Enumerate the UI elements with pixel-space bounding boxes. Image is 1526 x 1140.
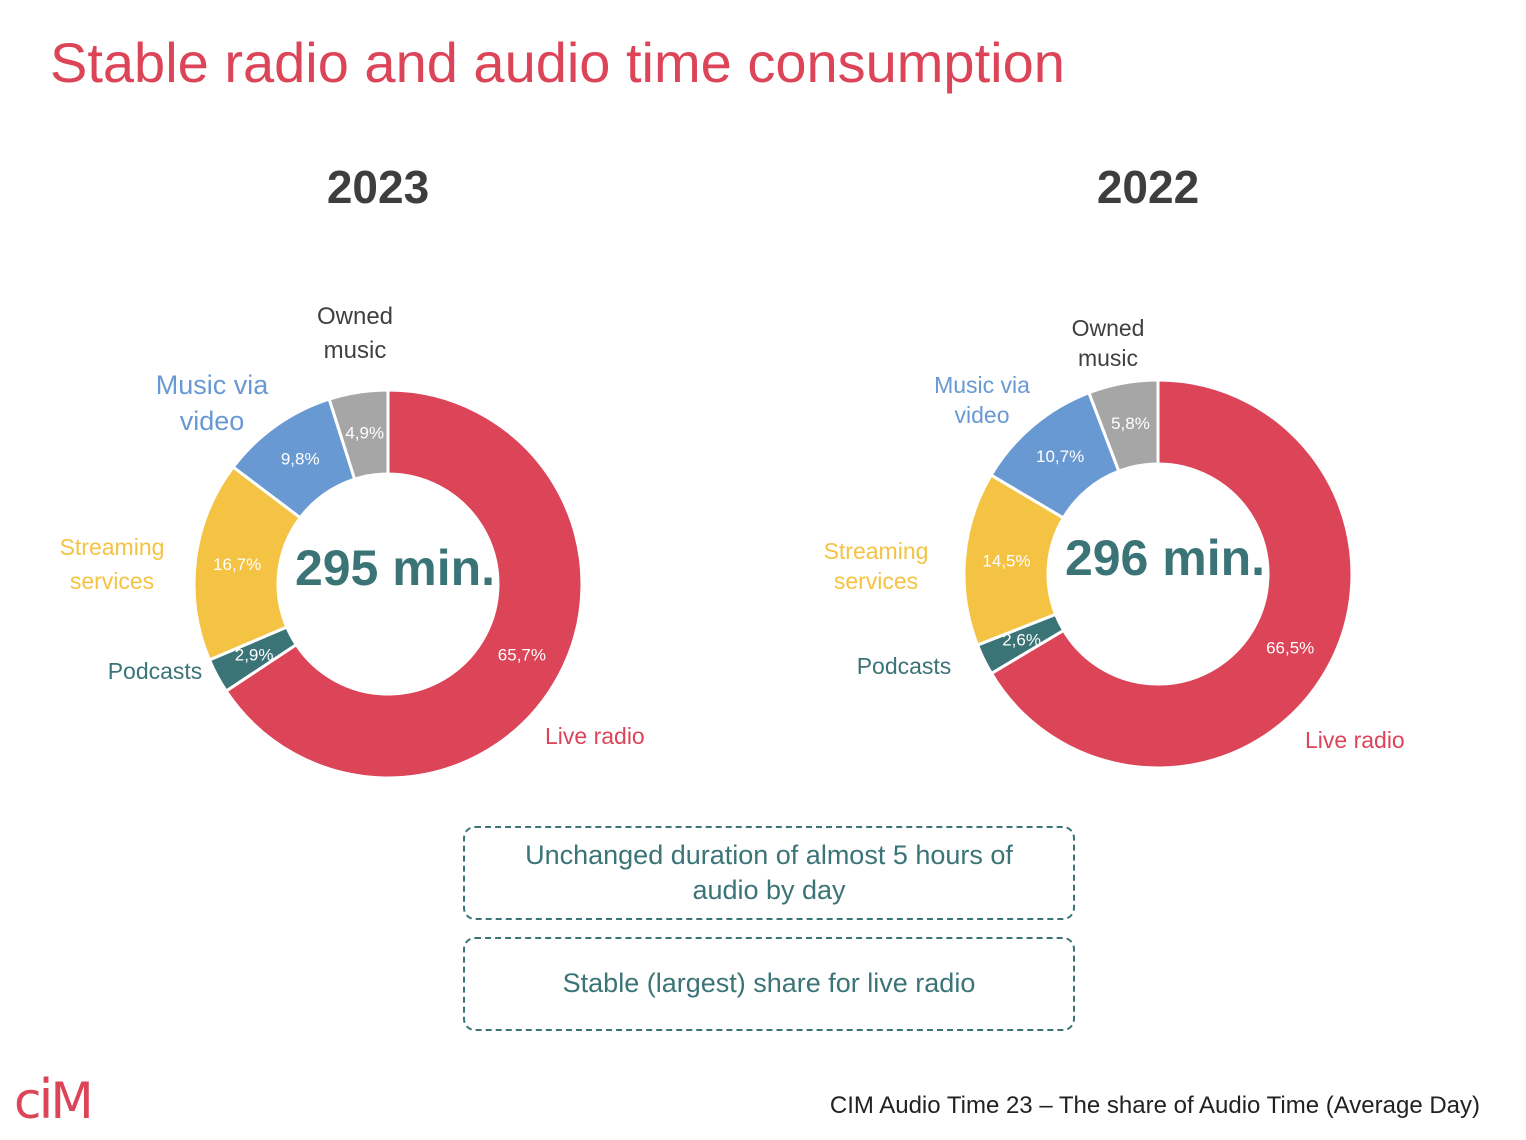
callout-duration: Unchanged duration of almost 5 hours of … <box>463 826 1075 920</box>
category-label-line: video <box>955 402 1010 428</box>
donut-chart-2023: 65,7% Live radio 2,9% Podcasts 16,7% Streamin… <box>60 303 645 780</box>
callout-live-radio-text: Stable (largest) share for live radio <box>562 968 976 999</box>
category-label-live-radio-2022: Live radio <box>1305 727 1405 753</box>
slice-owned-music-2023 <box>327 388 390 482</box>
callout-duration-text: Unchanged duration of almost 5 hours of … <box>525 839 1013 905</box>
pct-label-podcasts-2022: 2,6% <box>1002 631 1041 650</box>
pct-label-live-radio-2022: 66,5% <box>1266 639 1314 658</box>
pct-label-music-via-video-2023: 9,8% <box>281 449 320 468</box>
category-label-line: Podcasts <box>857 653 952 679</box>
pct-label-owned-music-2022: 5,8% <box>1111 414 1150 433</box>
category-label-podcasts-2022: Podcasts <box>857 653 952 679</box>
category-label-streaming-services-2023: Streaming services <box>60 534 165 594</box>
category-label-podcasts-2023: Podcasts <box>108 658 203 684</box>
slice-live-radio-2022 <box>989 378 1354 770</box>
pct-label-streaming-services-2023: 16,7% <box>213 555 261 574</box>
category-label-line: services <box>70 568 154 594</box>
category-label-music-via-video-2023: Music via video <box>156 370 270 436</box>
pct-label-music-via-video-2022: 10,7% <box>1036 447 1084 466</box>
category-label-line: Live radio <box>1305 727 1405 753</box>
category-label-line: music <box>1078 345 1138 371</box>
page-title: Stable radio and audio time consumption <box>50 31 1065 94</box>
category-label-line: Music via <box>934 372 1030 398</box>
category-label-line: Streaming <box>824 538 929 564</box>
category-label-line: Owned <box>1072 315 1145 341</box>
category-label-music-via-video-2022: Music via video <box>934 372 1030 428</box>
category-label-line: Streaming <box>60 534 165 560</box>
category-label-line: video <box>180 406 245 436</box>
pct-label-streaming-services-2022: 14,5% <box>982 551 1030 570</box>
source-note: CIM Audio Time 23 – The share of Audio T… <box>829 1092 1480 1119</box>
donut-chart-2022: 66,5% Live radio 2,6% Podcasts 14,5% Streamin… <box>824 315 1405 770</box>
chart-year-2023: 2023 <box>326 161 430 213</box>
category-label-owned-music-2022: Owned music <box>1072 315 1145 371</box>
category-label-line: services <box>834 568 918 594</box>
pct-label-podcasts-2023: 2,9% <box>235 645 274 664</box>
category-label-live-radio-2023: Live radio <box>545 723 645 749</box>
category-label-streaming-services-2022: Streaming services <box>824 538 929 594</box>
category-label-line: Podcasts <box>108 658 203 684</box>
chart-year-2022: 2022 <box>1096 161 1200 213</box>
category-label-owned-music-2023: Owned music <box>317 303 393 364</box>
category-label-line: Owned <box>317 303 393 330</box>
center-total-2023: 295 min. <box>295 540 495 596</box>
slice-live-radio-2023 <box>224 388 584 780</box>
cim-logo: ciM <box>14 1068 94 1131</box>
category-label-line: Live radio <box>545 723 645 749</box>
category-label-line: music <box>324 337 387 364</box>
center-total-2022: 296 min. <box>1065 530 1265 586</box>
pct-label-owned-music-2023: 4,9% <box>345 423 384 442</box>
category-label-line: Music via <box>156 370 270 400</box>
slice-owned-music-2022 <box>1086 378 1160 474</box>
pct-label-live-radio-2023: 65,7% <box>498 645 546 664</box>
callout-live-radio: Stable (largest) share for live radio <box>463 937 1075 1031</box>
